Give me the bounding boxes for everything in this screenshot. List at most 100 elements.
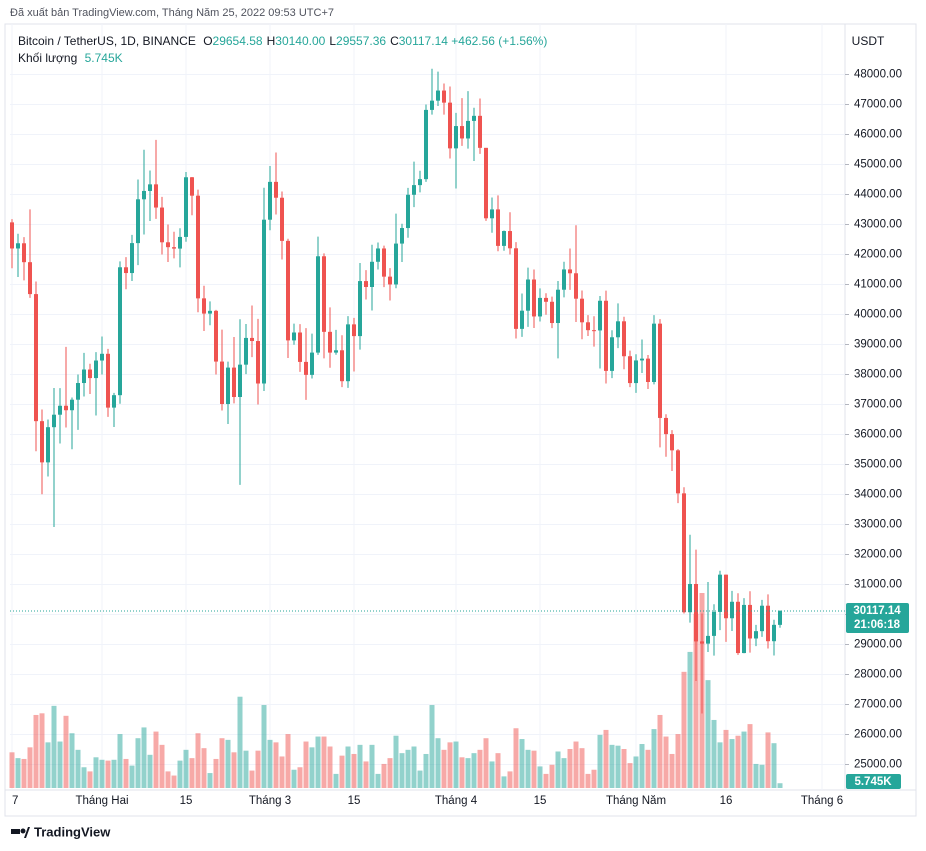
- candle-body: [490, 209, 494, 219]
- candle-body: [682, 493, 686, 613]
- candle-body: [706, 635, 710, 644]
- candle-body: [628, 356, 632, 384]
- volume-bar: [747, 724, 753, 788]
- candle-body: [178, 236, 182, 249]
- volume-bar: [141, 727, 147, 788]
- candle-body: [700, 641, 704, 644]
- volume-bar: [609, 744, 615, 788]
- volume-label-box: [846, 774, 901, 789]
- volume-bar: [393, 735, 399, 788]
- x-tick-label: Tháng 6: [801, 795, 843, 807]
- volume-bar: [453, 741, 459, 788]
- candle-body: [208, 310, 212, 314]
- volume-bar: [249, 770, 255, 788]
- volume-bar: [423, 753, 429, 788]
- volume-bar: [447, 742, 453, 788]
- y-tick-label: 42000.00: [854, 249, 902, 261]
- volume-bar: [213, 758, 219, 788]
- candle-body: [142, 190, 146, 200]
- volume-bar: [33, 714, 39, 788]
- x-tick-label: 16: [720, 795, 733, 807]
- candle-body: [322, 256, 326, 332]
- candle-body: [604, 300, 608, 371]
- volume-bar: [525, 749, 531, 788]
- volume-bar: [291, 769, 297, 788]
- candle-body: [58, 405, 62, 415]
- candle-layer: [10, 68, 782, 714]
- candle-body: [130, 243, 134, 274]
- volume-bar: [543, 773, 549, 788]
- volume-bar: [759, 764, 765, 788]
- volume-layer: [9, 593, 783, 788]
- volume-bar: [591, 769, 597, 788]
- candle-body: [250, 337, 254, 342]
- legend-volume-title: Khối lượng: [18, 51, 78, 65]
- candle-body: [88, 369, 92, 379]
- candle-body: [760, 605, 764, 632]
- x-tick-label: Tháng Hai: [75, 795, 128, 807]
- candle-body: [124, 267, 128, 274]
- volume-bar: [603, 729, 609, 788]
- candle-body: [166, 242, 170, 248]
- volume-bar: [147, 754, 153, 788]
- volume-bar: [663, 736, 669, 788]
- volume-bar: [513, 728, 519, 788]
- volume-bar: [81, 767, 87, 788]
- candle-body: [520, 310, 524, 329]
- volume-bar: [99, 759, 105, 788]
- volume-bar: [75, 749, 81, 788]
- candle-body: [40, 421, 44, 463]
- volume-bar: [465, 758, 471, 788]
- candle-body: [664, 417, 668, 435]
- candle-body: [730, 601, 734, 619]
- candle-body: [316, 256, 320, 353]
- legend-value: 30117.14: [398, 34, 448, 48]
- candle-body: [478, 115, 482, 148]
- volume-bar: [585, 773, 591, 788]
- candle-body: [496, 209, 500, 246]
- volume-bar: [645, 749, 651, 788]
- candle-body: [406, 194, 410, 229]
- candle-body: [304, 361, 308, 375]
- candle-body: [328, 331, 332, 353]
- volume-bar: [489, 761, 495, 788]
- candle-body: [556, 289, 560, 324]
- volume-bar: [537, 766, 543, 788]
- volume-bar: [51, 705, 57, 788]
- volume-bar: [201, 748, 207, 788]
- candle-body: [502, 231, 506, 246]
- candle-body: [640, 358, 644, 361]
- volume-bar: [735, 735, 741, 788]
- candle-body: [46, 427, 50, 463]
- volume-bar: [327, 746, 333, 788]
- legend-value: 30140.00: [275, 34, 326, 48]
- volume-bar: [369, 744, 375, 788]
- grid: [10, 24, 845, 790]
- last-price-box: [846, 602, 909, 633]
- volume-bar: [165, 771, 171, 788]
- candle-body: [568, 269, 572, 274]
- candle-body: [466, 120, 470, 139]
- volume-bar: [189, 758, 195, 788]
- candle-body: [202, 298, 206, 314]
- volume-bar: [633, 756, 639, 788]
- volume-bar: [129, 765, 135, 788]
- volume-bar: [753, 763, 759, 788]
- volume-bar: [63, 715, 69, 788]
- volume-bar: [231, 752, 237, 788]
- volume-bar: [375, 773, 381, 788]
- volume-bar: [477, 749, 483, 788]
- y-tick-label: 36000.00: [854, 429, 902, 441]
- legend-volume-value: 5.745K: [84, 51, 123, 65]
- candle-body: [274, 181, 278, 198]
- volume-bar: [765, 732, 771, 788]
- candle-body: [262, 219, 266, 384]
- volume-bar: [93, 757, 99, 788]
- legend-change: +462.56 (+1.56%): [451, 34, 548, 48]
- volume-bar: [651, 729, 657, 788]
- volume-bar: [273, 742, 279, 788]
- volume-bar: [183, 749, 189, 788]
- candle-body: [430, 100, 434, 110]
